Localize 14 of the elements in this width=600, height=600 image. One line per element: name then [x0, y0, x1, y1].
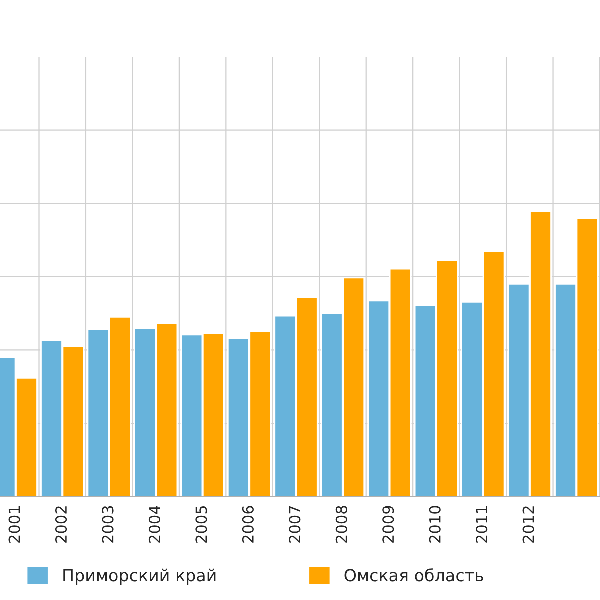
x-tick-label: 2007	[289, 506, 301, 543]
x-tick-label: 2012	[522, 506, 534, 543]
x-tick-label: 2002	[55, 506, 68, 543]
x-tick-label: 2003	[102, 506, 114, 543]
x-tick-label: 2010	[429, 506, 441, 543]
legend-label: Приморский край	[64, 568, 216, 585]
x-tick-label: 2001	[8, 506, 20, 543]
x-tick-label: 2006	[242, 506, 254, 543]
x-tick-label: 2011	[476, 506, 488, 543]
x-tick-label: 2005	[196, 506, 208, 543]
x-tick-label: 2009	[382, 506, 394, 543]
legend-label: Омская область	[344, 568, 484, 582]
x-tick-label: 2004	[148, 506, 161, 543]
x-tick-label: 2008	[336, 506, 348, 543]
